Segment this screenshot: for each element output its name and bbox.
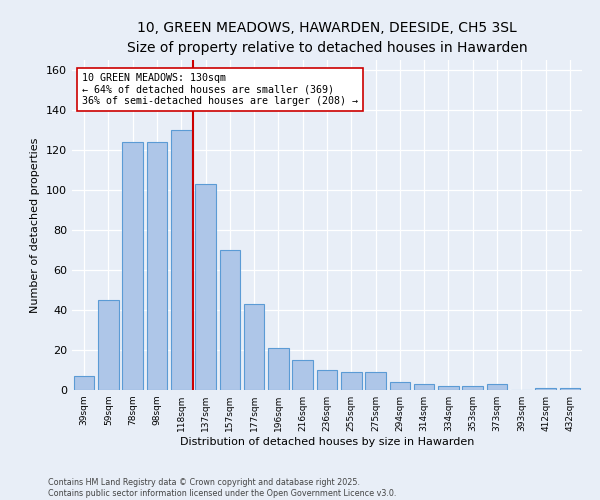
- Bar: [365, 372, 386, 390]
- Bar: [463, 386, 483, 390]
- Bar: [341, 372, 362, 390]
- Bar: [414, 384, 434, 390]
- Bar: [122, 142, 143, 390]
- Bar: [317, 370, 337, 390]
- Bar: [560, 388, 580, 390]
- Y-axis label: Number of detached properties: Number of detached properties: [31, 138, 40, 312]
- Bar: [268, 348, 289, 390]
- Bar: [535, 388, 556, 390]
- Bar: [98, 300, 119, 390]
- X-axis label: Distribution of detached houses by size in Hawarden: Distribution of detached houses by size …: [180, 437, 474, 447]
- Bar: [487, 384, 508, 390]
- Text: 10 GREEN MEADOWS: 130sqm
← 64% of detached houses are smaller (369)
36% of semi-: 10 GREEN MEADOWS: 130sqm ← 64% of detach…: [82, 73, 358, 106]
- Bar: [171, 130, 191, 390]
- Bar: [244, 304, 265, 390]
- Text: Contains HM Land Registry data © Crown copyright and database right 2025.
Contai: Contains HM Land Registry data © Crown c…: [48, 478, 397, 498]
- Bar: [438, 386, 459, 390]
- Bar: [220, 250, 240, 390]
- Bar: [292, 360, 313, 390]
- Bar: [146, 142, 167, 390]
- Bar: [389, 382, 410, 390]
- Bar: [195, 184, 216, 390]
- Title: 10, GREEN MEADOWS, HAWARDEN, DEESIDE, CH5 3SL
Size of property relative to detac: 10, GREEN MEADOWS, HAWARDEN, DEESIDE, CH…: [127, 21, 527, 54]
- Bar: [74, 376, 94, 390]
